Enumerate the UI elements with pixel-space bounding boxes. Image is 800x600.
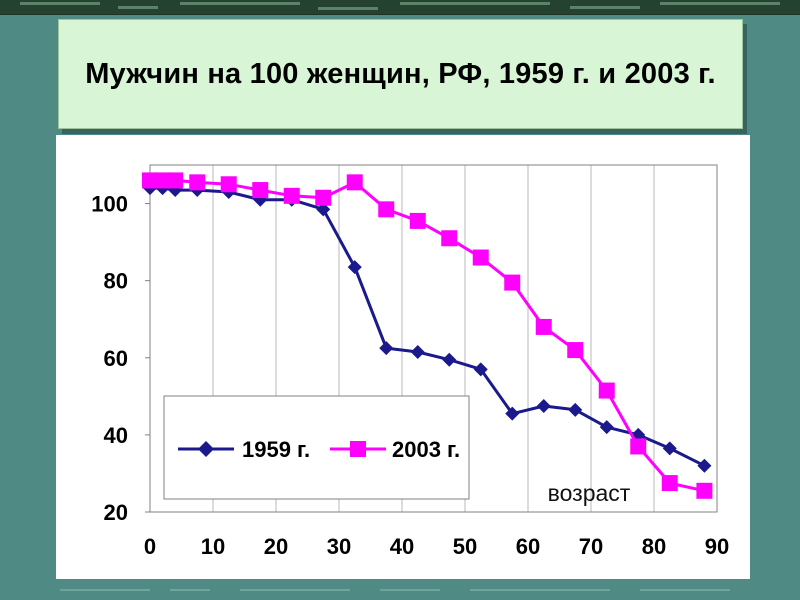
- data-point: [253, 192, 268, 207]
- data-point: [661, 475, 678, 492]
- x-tick-label: 90: [705, 534, 729, 559]
- data-point: [568, 402, 583, 417]
- data-point: [696, 482, 713, 499]
- data-point: [567, 342, 584, 359]
- data-point: [599, 420, 614, 435]
- chart-panel: 20 40 60 80 100 0 10 20 30 40 50 60 70 80 90 1959 г. 200…: [56, 135, 750, 579]
- x-tick-label: 30: [327, 534, 351, 559]
- axis-annotation: возраст: [548, 480, 631, 506]
- legend-marker-1959: [198, 441, 214, 457]
- line-chart: 20 40 60 80 100 0 10 20 30 40 50 60 70 80 90 1959 г. 200…: [91, 164, 729, 559]
- data-point: [220, 176, 237, 193]
- data-point: [441, 230, 458, 247]
- decorative-bottom-strip: [0, 582, 800, 600]
- y-tick-label: 100: [91, 192, 128, 217]
- data-point: [346, 174, 363, 191]
- series-2: [142, 172, 713, 499]
- data-point: [505, 406, 520, 421]
- x-tick-label: 80: [642, 534, 666, 559]
- x-tick-label: 60: [516, 534, 540, 559]
- data-point: [442, 352, 457, 367]
- data-point: [347, 260, 362, 275]
- x-tick-label: 70: [579, 534, 603, 559]
- legend-marker-2003: [350, 441, 366, 457]
- data-point: [142, 172, 158, 189]
- y-tick-label: 20: [104, 500, 128, 525]
- plot-frame: [149, 164, 718, 513]
- data-point: [409, 212, 426, 229]
- x-tick-label: 50: [453, 534, 477, 559]
- x-tick-label: 20: [264, 534, 288, 559]
- data-point: [315, 189, 332, 206]
- decorative-circuit-strip: [0, 0, 800, 15]
- data-point: [630, 438, 647, 455]
- data-point: [379, 341, 394, 356]
- y-tick-label: 40: [104, 423, 128, 448]
- legend: 1959 г. 2003 г.: [163, 395, 470, 500]
- x-tick-label: 0: [144, 534, 156, 559]
- legend-label-1959: 1959 г.: [242, 437, 310, 462]
- data-point: [472, 249, 489, 266]
- slide-title: Мужчин на 100 женщин, РФ, 1959 г. и 2003…: [85, 57, 716, 90]
- data-point: [378, 201, 395, 218]
- data-point: [410, 344, 425, 359]
- x-tick-label: 10: [201, 534, 225, 559]
- data-point: [252, 182, 269, 199]
- data-point: [598, 382, 615, 399]
- data-point: [154, 172, 171, 189]
- data-point: [504, 274, 521, 291]
- legend-label-2003: 2003 г.: [392, 437, 460, 462]
- data-point: [697, 458, 712, 473]
- data-point: [536, 398, 551, 413]
- y-tick-label: 80: [104, 269, 128, 294]
- data-point: [473, 362, 488, 377]
- title-banner: Мужчин на 100 женщин, РФ, 1959 г. и 2003…: [58, 19, 743, 129]
- y-tick-label: 60: [104, 346, 128, 371]
- data-point: [189, 174, 206, 191]
- data-point: [316, 202, 331, 217]
- data-point: [283, 187, 300, 204]
- legend-frame: [163, 395, 470, 500]
- data-point: [662, 441, 677, 456]
- data-point: [535, 318, 552, 335]
- x-tick-label: 40: [390, 534, 414, 559]
- data-point: [167, 172, 184, 189]
